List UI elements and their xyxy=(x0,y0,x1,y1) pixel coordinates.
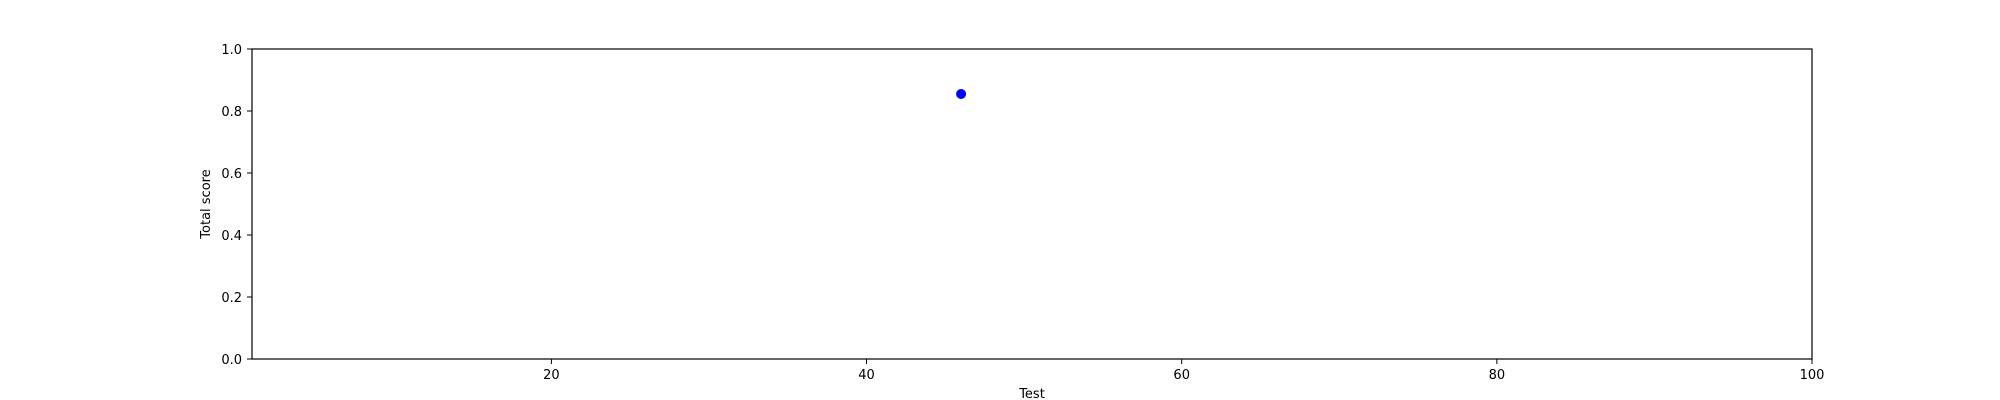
x-tick-label: 20 xyxy=(543,368,560,383)
y-tick-label: 0.8 xyxy=(221,105,242,120)
y-tick-label: 0.2 xyxy=(221,291,242,306)
x-axis-ticks: 20 40 60 80 100 xyxy=(543,359,1824,383)
y-tick-label: 0.0 xyxy=(221,353,242,368)
y-tick-label: 1.0 xyxy=(221,43,242,58)
scatter-point xyxy=(956,88,967,99)
y-axis-title: Total score xyxy=(199,169,214,239)
x-tick-label: 40 xyxy=(858,368,875,383)
y-tick-label: 0.4 xyxy=(221,229,242,244)
x-tick-label: 80 xyxy=(1489,368,1506,383)
x-tick-label: 100 xyxy=(1800,368,1825,383)
x-axis-title: Test xyxy=(1018,387,1045,400)
x-tick-label: 60 xyxy=(1173,368,1190,383)
y-tick-label: 0.6 xyxy=(221,167,242,182)
y-axis-ticks: 0.0 0.2 0.4 0.6 0.8 1.0 xyxy=(221,43,252,368)
data-points xyxy=(956,88,967,99)
plot-frame xyxy=(251,48,1813,360)
